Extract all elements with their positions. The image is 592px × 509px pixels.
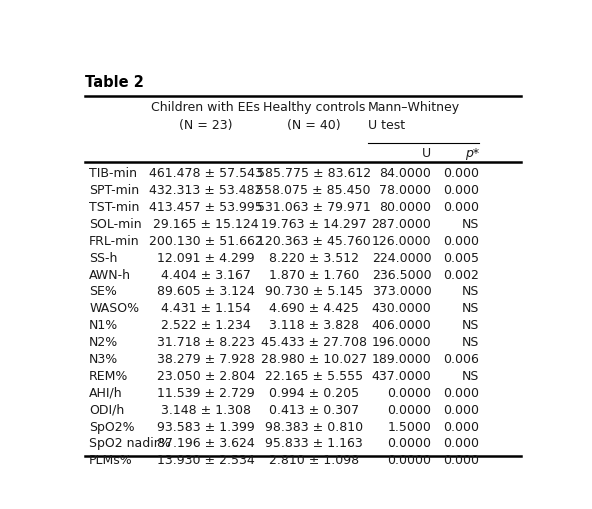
Text: NS: NS bbox=[461, 217, 479, 231]
Text: 3.118 ± 3.828: 3.118 ± 3.828 bbox=[269, 319, 359, 331]
Text: SOL-min: SOL-min bbox=[89, 217, 141, 231]
Text: 0.000: 0.000 bbox=[443, 454, 479, 466]
Text: TIB-min: TIB-min bbox=[89, 167, 137, 180]
Text: 2.810 ± 1.098: 2.810 ± 1.098 bbox=[269, 454, 359, 466]
Text: 0.000: 0.000 bbox=[443, 234, 479, 247]
Text: 8.220 ± 3.512: 8.220 ± 3.512 bbox=[269, 251, 359, 264]
Text: SS-h: SS-h bbox=[89, 251, 118, 264]
Text: 4.431 ± 1.154: 4.431 ± 1.154 bbox=[161, 302, 251, 315]
Text: 0.000: 0.000 bbox=[443, 437, 479, 449]
Text: N1%: N1% bbox=[89, 319, 118, 331]
Text: 585.775 ± 83.612: 585.775 ± 83.612 bbox=[257, 167, 371, 180]
Text: 558.075 ± 85.450: 558.075 ± 85.450 bbox=[256, 184, 371, 197]
Text: 373.0000: 373.0000 bbox=[372, 285, 432, 298]
Text: 3.148 ± 1.308: 3.148 ± 1.308 bbox=[161, 403, 251, 416]
Text: 13.930 ± 2.534: 13.930 ± 2.534 bbox=[157, 454, 255, 466]
Text: 1.5000: 1.5000 bbox=[388, 420, 432, 433]
Text: 78.0000: 78.0000 bbox=[379, 184, 432, 197]
Text: 87.196 ± 3.624: 87.196 ± 3.624 bbox=[157, 437, 255, 449]
Text: 461.478 ± 57.543: 461.478 ± 57.543 bbox=[149, 167, 263, 180]
Text: 84.0000: 84.0000 bbox=[379, 167, 432, 180]
Text: WASO%: WASO% bbox=[89, 302, 139, 315]
Text: 95.833 ± 1.163: 95.833 ± 1.163 bbox=[265, 437, 362, 449]
Text: 89.605 ± 3.124: 89.605 ± 3.124 bbox=[157, 285, 255, 298]
Text: FRL-min: FRL-min bbox=[89, 234, 140, 247]
Text: 0.000: 0.000 bbox=[443, 184, 479, 197]
Text: SpO2%: SpO2% bbox=[89, 420, 135, 433]
Text: 0.0000: 0.0000 bbox=[387, 403, 432, 416]
Text: 2.522 ± 1.234: 2.522 ± 1.234 bbox=[161, 319, 251, 331]
Text: 126.0000: 126.0000 bbox=[372, 234, 432, 247]
Text: 23.050 ± 2.804: 23.050 ± 2.804 bbox=[157, 369, 255, 382]
Text: 80.0000: 80.0000 bbox=[379, 201, 432, 214]
Text: 430.0000: 430.0000 bbox=[372, 302, 432, 315]
Text: N3%: N3% bbox=[89, 352, 118, 365]
Text: 432.313 ± 53.482: 432.313 ± 53.482 bbox=[149, 184, 263, 197]
Text: 531.063 ± 79.971: 531.063 ± 79.971 bbox=[257, 201, 371, 214]
Text: PLMs%: PLMs% bbox=[89, 454, 133, 466]
Text: 31.718 ± 8.223: 31.718 ± 8.223 bbox=[157, 335, 255, 348]
Text: 0.000: 0.000 bbox=[443, 420, 479, 433]
Text: 90.730 ± 5.145: 90.730 ± 5.145 bbox=[265, 285, 363, 298]
Text: NS: NS bbox=[461, 302, 479, 315]
Text: Healthy controls
(N = 40): Healthy controls (N = 40) bbox=[262, 101, 365, 132]
Text: 0.000: 0.000 bbox=[443, 167, 479, 180]
Text: 437.0000: 437.0000 bbox=[372, 369, 432, 382]
Text: 0.000: 0.000 bbox=[443, 201, 479, 214]
Text: U: U bbox=[422, 147, 432, 159]
Text: 4.404 ± 3.167: 4.404 ± 3.167 bbox=[161, 268, 251, 281]
Text: Mann–Whitney
U test: Mann–Whitney U test bbox=[368, 101, 460, 132]
Text: 93.583 ± 1.399: 93.583 ± 1.399 bbox=[157, 420, 255, 433]
Text: 22.165 ± 5.555: 22.165 ± 5.555 bbox=[265, 369, 363, 382]
Text: 38.279 ± 7.928: 38.279 ± 7.928 bbox=[157, 352, 255, 365]
Text: 287.0000: 287.0000 bbox=[372, 217, 432, 231]
Text: 4.690 ± 4.425: 4.690 ± 4.425 bbox=[269, 302, 359, 315]
Text: 189.0000: 189.0000 bbox=[372, 352, 432, 365]
Text: 0.0000: 0.0000 bbox=[387, 437, 432, 449]
Text: p*: p* bbox=[465, 147, 479, 159]
Text: 0.000: 0.000 bbox=[443, 403, 479, 416]
Text: 1.870 ± 1.760: 1.870 ± 1.760 bbox=[269, 268, 359, 281]
Text: 224.0000: 224.0000 bbox=[372, 251, 432, 264]
Text: ODI/h: ODI/h bbox=[89, 403, 124, 416]
Text: NS: NS bbox=[461, 335, 479, 348]
Text: AWN-h: AWN-h bbox=[89, 268, 131, 281]
Text: 0.000: 0.000 bbox=[443, 386, 479, 399]
Text: 45.433 ± 27.708: 45.433 ± 27.708 bbox=[260, 335, 366, 348]
Text: 29.165 ± 15.124: 29.165 ± 15.124 bbox=[153, 217, 259, 231]
Text: 236.5000: 236.5000 bbox=[372, 268, 432, 281]
Text: NS: NS bbox=[461, 285, 479, 298]
Text: 98.383 ± 0.810: 98.383 ± 0.810 bbox=[265, 420, 363, 433]
Text: Children with EEs
(N = 23): Children with EEs (N = 23) bbox=[152, 101, 260, 132]
Text: 196.0000: 196.0000 bbox=[372, 335, 432, 348]
Text: NS: NS bbox=[461, 369, 479, 382]
Text: 12.091 ± 4.299: 12.091 ± 4.299 bbox=[157, 251, 255, 264]
Text: REM%: REM% bbox=[89, 369, 128, 382]
Text: 0.005: 0.005 bbox=[443, 251, 479, 264]
Text: SpO2 nadir%: SpO2 nadir% bbox=[89, 437, 171, 449]
Text: 413.457 ± 53.995: 413.457 ± 53.995 bbox=[149, 201, 263, 214]
Text: 0.002: 0.002 bbox=[443, 268, 479, 281]
Text: 0.994 ± 0.205: 0.994 ± 0.205 bbox=[269, 386, 359, 399]
Text: 19.763 ± 14.297: 19.763 ± 14.297 bbox=[261, 217, 366, 231]
Text: 0.413 ± 0.307: 0.413 ± 0.307 bbox=[269, 403, 359, 416]
Text: TST-min: TST-min bbox=[89, 201, 140, 214]
Text: 11.539 ± 2.729: 11.539 ± 2.729 bbox=[157, 386, 255, 399]
Text: 0.0000: 0.0000 bbox=[387, 454, 432, 466]
Text: 120.363 ± 45.760: 120.363 ± 45.760 bbox=[257, 234, 371, 247]
Text: 0.006: 0.006 bbox=[443, 352, 479, 365]
Text: N2%: N2% bbox=[89, 335, 118, 348]
Text: SPT-min: SPT-min bbox=[89, 184, 139, 197]
Text: 406.0000: 406.0000 bbox=[372, 319, 432, 331]
Text: 200.130 ± 51.662: 200.130 ± 51.662 bbox=[149, 234, 263, 247]
Text: 0.0000: 0.0000 bbox=[387, 386, 432, 399]
Text: SE%: SE% bbox=[89, 285, 117, 298]
Text: 28.980 ± 10.027: 28.980 ± 10.027 bbox=[260, 352, 367, 365]
Text: AHI/h: AHI/h bbox=[89, 386, 123, 399]
Text: Table 2: Table 2 bbox=[85, 75, 144, 90]
Text: NS: NS bbox=[461, 319, 479, 331]
